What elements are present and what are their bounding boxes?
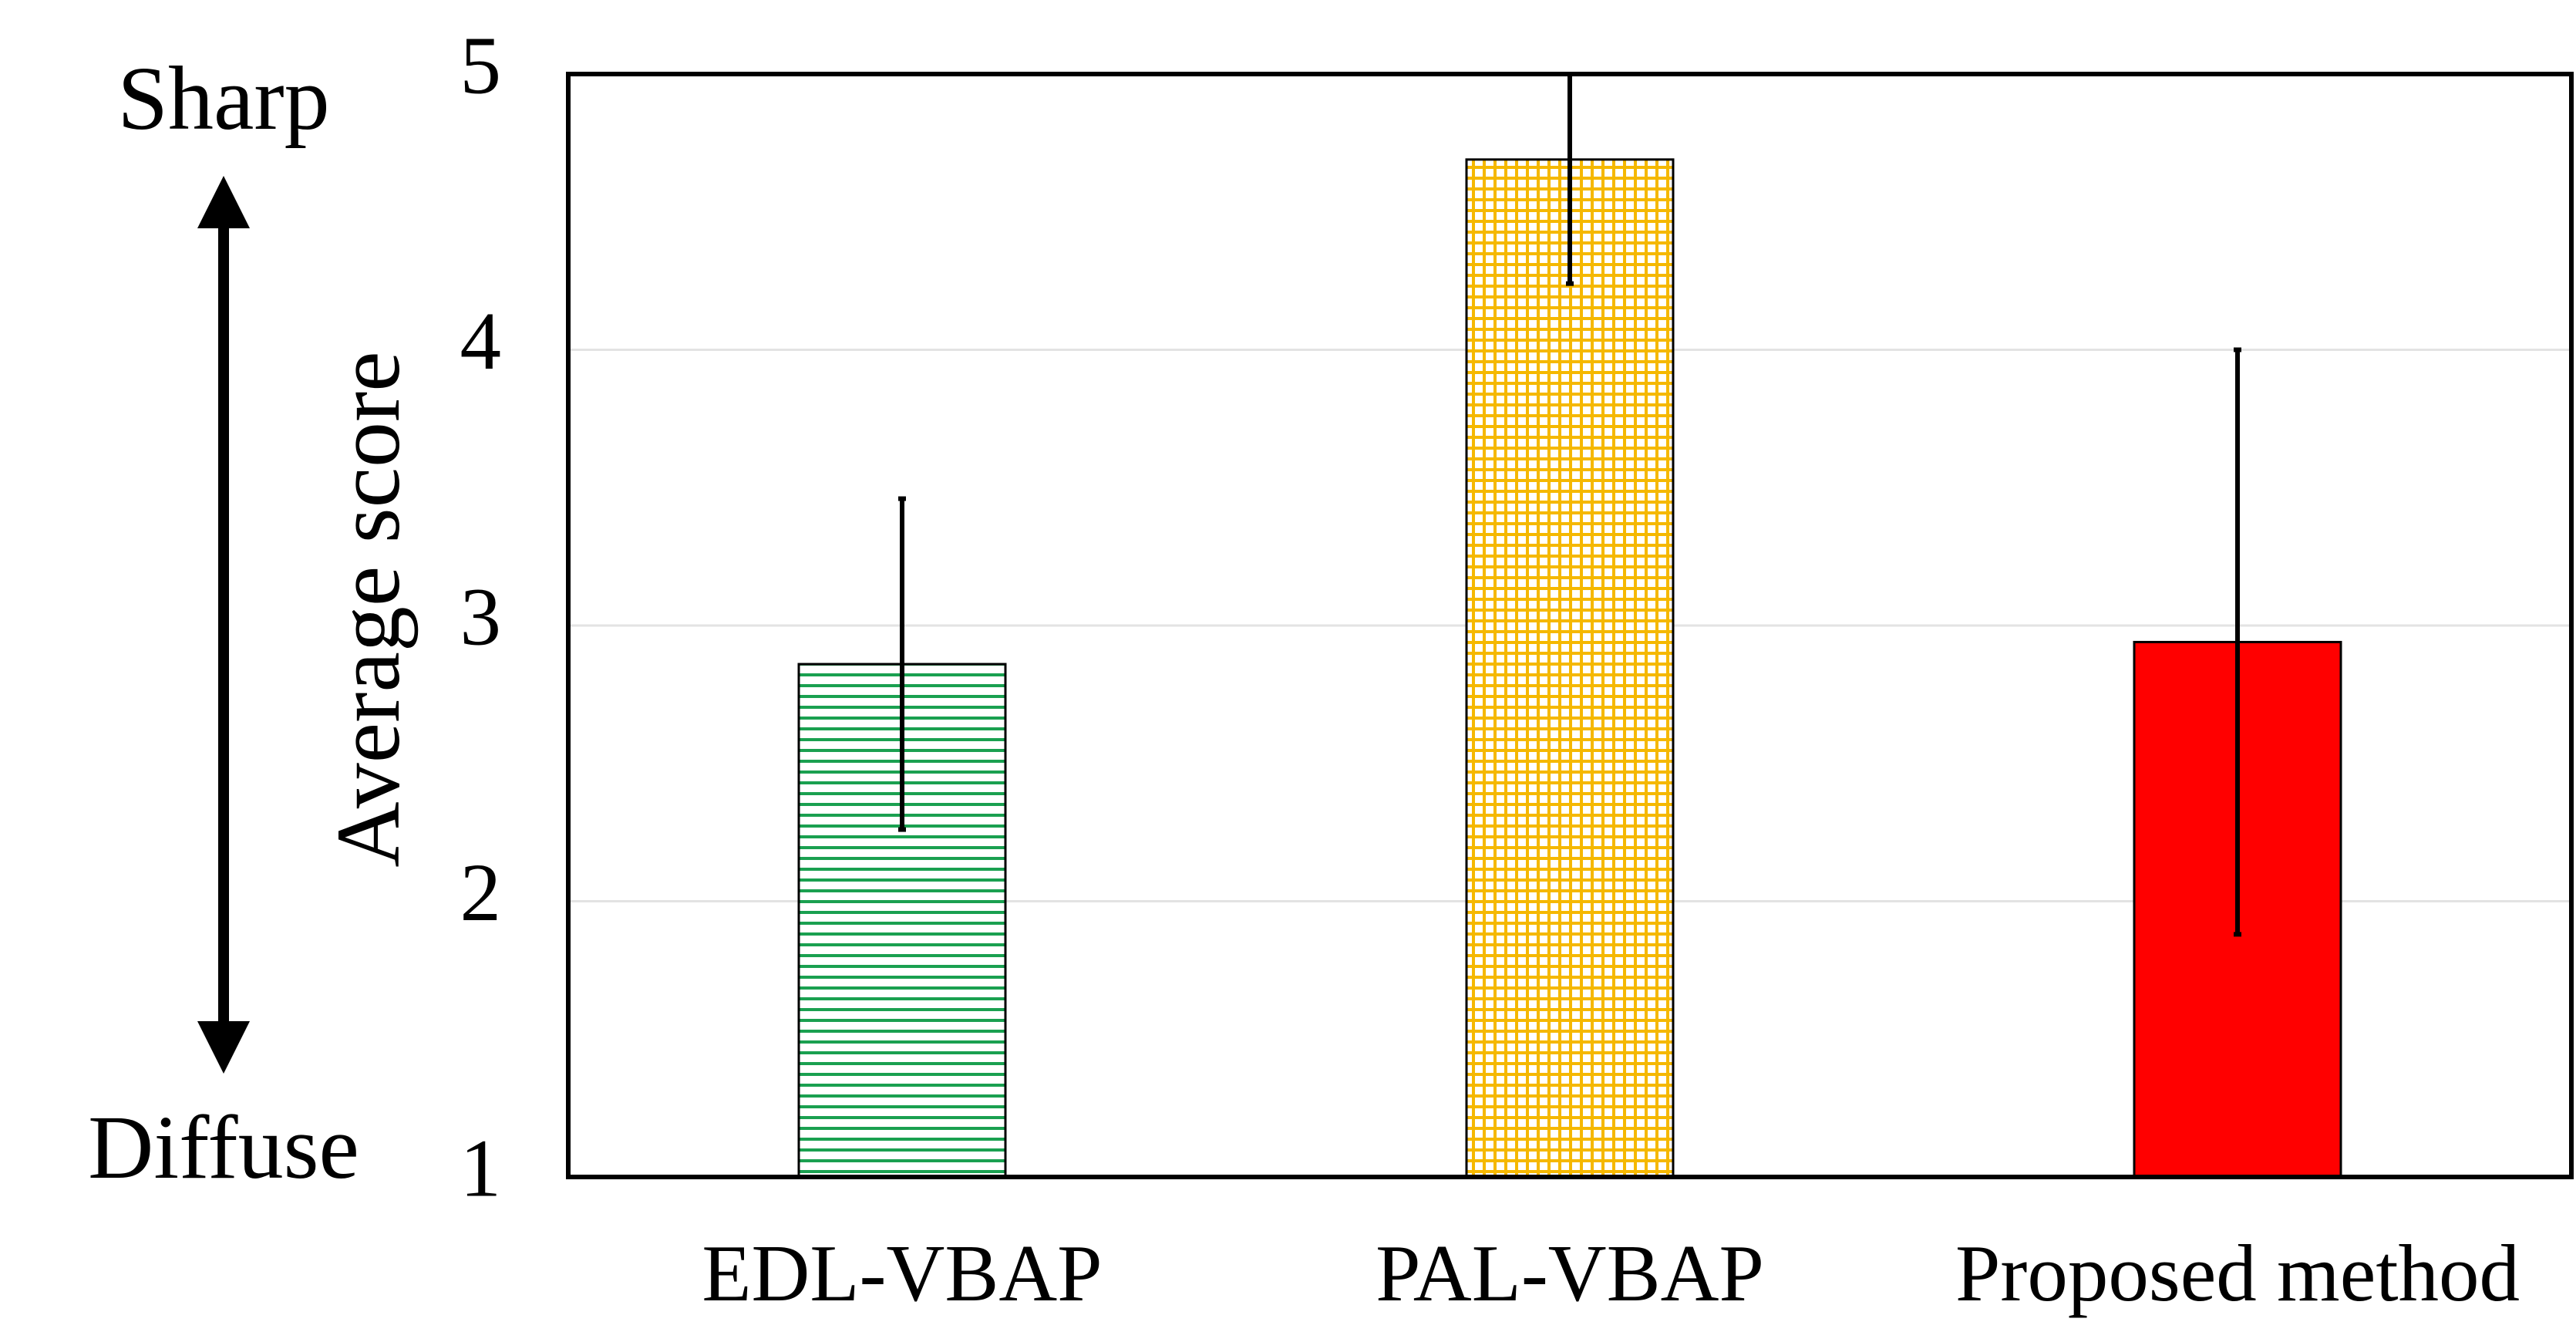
plot-frame — [566, 72, 2574, 1179]
x-tick-label: PAL-VBAP — [1376, 1228, 1764, 1318]
y-tick-label: 1 — [460, 1124, 502, 1215]
double-arrow — [197, 176, 250, 1074]
error-bar-group — [1566, 74, 1574, 286]
error-bar-group — [2234, 347, 2241, 937]
error-bar-group — [898, 496, 906, 832]
bar — [1465, 158, 1675, 1179]
x-tick-label: Proposed method — [1955, 1228, 2520, 1318]
y-tick-label: 3 — [460, 572, 502, 663]
y-axis-label: Average score — [318, 351, 419, 867]
annotation-diffuse: Diffuse — [88, 1097, 359, 1198]
x-tick-label: EDL-VBAP — [702, 1228, 1102, 1318]
annotation-sharp: Sharp — [117, 48, 329, 149]
y-tick-label: 5 — [460, 21, 502, 112]
y-tick-label: 2 — [460, 848, 502, 939]
y-tick-label: 4 — [460, 296, 502, 387]
